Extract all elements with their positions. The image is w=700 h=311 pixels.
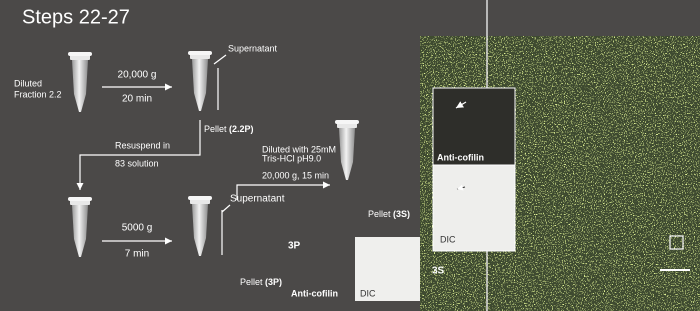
- spin: 20,000 g, 15 min: [262, 170, 329, 180]
- title: Steps 22-27: [22, 6, 130, 28]
- stain-label: Anti-cofilin: [291, 288, 338, 298]
- panel-label: 3S: [432, 266, 445, 277]
- sample: Fraction 2.2: [14, 89, 62, 99]
- sample: Diluted: [14, 78, 42, 88]
- resuspend: 83 solution: [115, 158, 159, 168]
- stain-label: Anti-cofilin: [437, 152, 484, 162]
- micrograph: [420, 0, 700, 311]
- pellet-id: (3S): [393, 209, 410, 219]
- panel-label: 3P: [288, 241, 301, 252]
- dic-label: DIC: [360, 288, 376, 298]
- panel-3p-fluor: [290, 238, 350, 300]
- supernatant: Supernatant: [228, 43, 278, 53]
- spin: 7 min: [125, 249, 149, 260]
- dic-label: DIC: [440, 234, 456, 244]
- resuspend: Resuspend in: [115, 140, 170, 150]
- panel-3p-dic: [355, 237, 420, 301]
- spin: 20 min: [122, 94, 152, 105]
- pellet-id: (3P): [265, 277, 282, 287]
- pellet: Pellet (2.2P): [204, 124, 254, 134]
- pellet: Pellet (3P): [240, 277, 282, 287]
- pellet-text: Pellet: [204, 124, 227, 134]
- pellet-text: Pellet: [240, 277, 263, 287]
- pellet-text: Pellet: [368, 209, 391, 219]
- dilution: Tris-HCl pH9.0: [262, 153, 321, 163]
- pellet: Pellet (3S): [368, 209, 410, 219]
- spin: 5000 g: [122, 223, 153, 234]
- supernatant: Supernatant: [230, 194, 285, 205]
- spin: 20,000 g: [118, 70, 157, 81]
- pellet-id: (2.2P): [229, 124, 254, 134]
- dilution: Diluted with 25mM: [262, 144, 336, 154]
- connectors: [76, 54, 330, 255]
